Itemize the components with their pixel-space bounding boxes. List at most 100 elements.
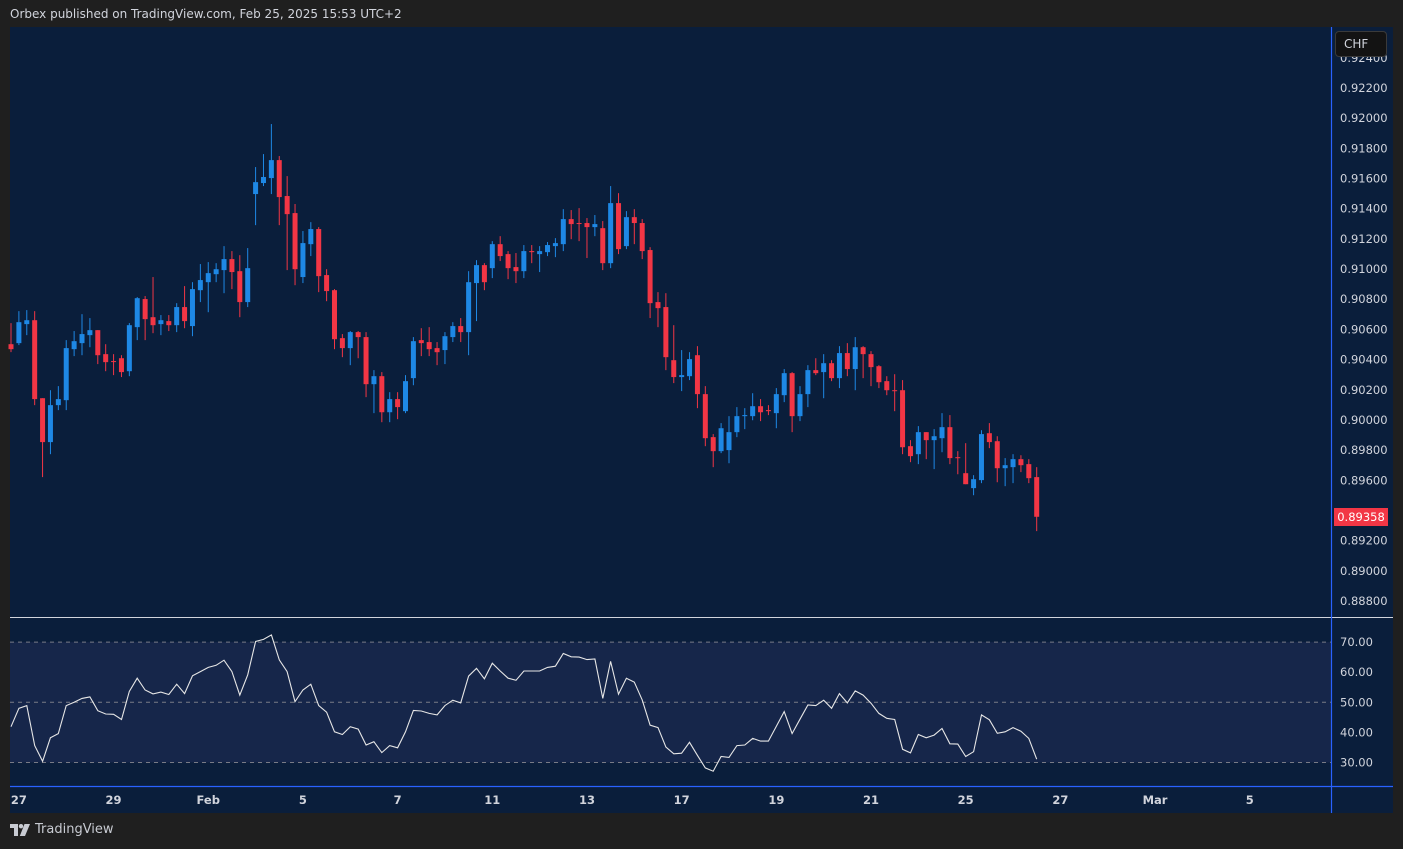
price-tick-label: 0.90400 <box>1340 353 1388 367</box>
candle <box>71 331 77 357</box>
candle <box>79 314 85 356</box>
candle <box>174 303 180 333</box>
candle <box>324 269 330 302</box>
candle <box>663 293 669 371</box>
candle <box>694 346 700 409</box>
candle <box>552 238 558 258</box>
candle <box>276 156 282 226</box>
candle-body <box>32 320 38 400</box>
candle-body <box>758 406 764 413</box>
candle <box>260 154 266 187</box>
candle <box>718 423 724 454</box>
candle <box>773 388 779 429</box>
candle-body <box>8 344 14 350</box>
candle <box>237 255 243 318</box>
candle-body <box>40 398 46 443</box>
candle-body <box>994 441 1000 469</box>
candle-body <box>103 354 109 363</box>
candle <box>529 245 535 264</box>
candle-body <box>205 273 211 283</box>
publish-info: Orbex published on TradingView.com, Feb … <box>10 7 402 21</box>
time-tick-label: 5 <box>1246 793 1254 807</box>
candle <box>300 231 306 284</box>
candle <box>316 227 322 293</box>
candle-body <box>24 320 30 325</box>
currency-button[interactable]: CHF <box>1335 31 1387 57</box>
candle-body <box>971 479 977 489</box>
candle <box>647 247 653 319</box>
candle <box>481 263 487 291</box>
candle-body <box>174 307 180 326</box>
candle-body <box>931 436 937 441</box>
candle <box>111 354 117 376</box>
candle <box>426 327 432 357</box>
candle-body <box>616 203 622 250</box>
candle <box>410 337 416 386</box>
candle-body <box>189 289 195 327</box>
candle <box>221 246 227 294</box>
candle-body <box>16 322 22 344</box>
time-tick-label: 11 <box>484 793 500 807</box>
candle-body <box>95 330 101 356</box>
time-tick-label: 5 <box>299 793 307 807</box>
candle-body <box>213 269 219 275</box>
candle <box>229 251 235 290</box>
candle-body <box>63 348 69 401</box>
candle-body <box>403 381 408 412</box>
candle <box>32 311 38 406</box>
candle-body <box>450 326 456 338</box>
candle <box>87 318 93 348</box>
candle <box>434 342 440 366</box>
candle-body <box>655 302 661 309</box>
time-tick-label: Mar <box>1143 793 1168 807</box>
candle <box>474 260 480 322</box>
rsi-line <box>10 634 1038 772</box>
candle-body <box>142 299 148 320</box>
candle-body <box>118 358 124 373</box>
candle-body <box>111 361 117 363</box>
candle <box>150 277 156 334</box>
candle-body <box>237 271 243 303</box>
candle-body <box>442 336 448 351</box>
candle <box>387 392 393 423</box>
candle <box>118 355 124 378</box>
time-tick-label: 7 <box>394 793 402 807</box>
candle <box>978 430 984 484</box>
candle-body <box>868 354 874 368</box>
candle <box>742 408 748 430</box>
candle-body <box>276 160 282 198</box>
time-axis[interactable]: 27 29 Feb 5 7 11 13 17 19 21 25 27 Mar 5 <box>11 793 1254 807</box>
candle <box>245 248 251 308</box>
footer-brand[interactable]: TradingView <box>10 822 114 837</box>
candle-body <box>939 427 945 439</box>
candle <box>560 209 566 252</box>
candle <box>994 436 1000 483</box>
candle <box>505 251 511 280</box>
candle <box>497 236 503 262</box>
candle-body <box>229 259 235 273</box>
candle <box>955 451 961 475</box>
candle <box>395 392 401 420</box>
candle <box>963 443 969 485</box>
candle <box>189 282 195 337</box>
candle-body <box>600 228 606 264</box>
candle-body <box>568 219 574 225</box>
candle-body <box>560 219 566 245</box>
candle <box>1002 458 1008 487</box>
candle <box>829 360 835 382</box>
price-tick-label: 0.89800 <box>1340 443 1388 457</box>
time-tick-label: 21 <box>863 793 879 807</box>
candle-body <box>671 360 677 378</box>
candle <box>600 221 606 271</box>
rsi-axis[interactable]: 70.00 60.00 50.00 40.00 30.00 <box>1340 635 1373 769</box>
candle <box>1018 455 1024 473</box>
price-axis[interactable]: 0.924000.922000.920000.918000.916000.914… <box>1340 51 1388 608</box>
candle <box>103 344 109 372</box>
brand-name: TradingView <box>35 822 114 837</box>
candle-body <box>647 250 653 304</box>
candle-body <box>505 254 511 269</box>
candle-body <box>253 182 259 195</box>
rsi-pane <box>10 642 1331 763</box>
candle <box>1034 467 1040 532</box>
